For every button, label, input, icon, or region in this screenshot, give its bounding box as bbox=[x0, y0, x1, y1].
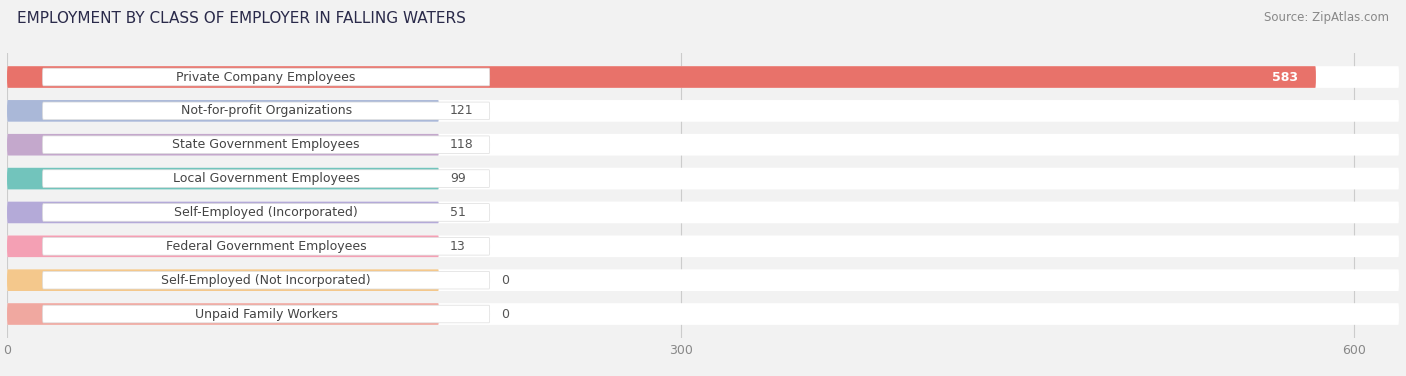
FancyBboxPatch shape bbox=[42, 204, 489, 221]
Text: 583: 583 bbox=[1272, 71, 1298, 83]
FancyBboxPatch shape bbox=[7, 100, 1399, 122]
FancyBboxPatch shape bbox=[7, 235, 439, 257]
Text: 13: 13 bbox=[450, 240, 465, 253]
Text: 0: 0 bbox=[501, 274, 509, 287]
Text: Not-for-profit Organizations: Not-for-profit Organizations bbox=[180, 105, 352, 117]
Text: 51: 51 bbox=[450, 206, 465, 219]
Text: Unpaid Family Workers: Unpaid Family Workers bbox=[194, 308, 337, 320]
FancyBboxPatch shape bbox=[7, 235, 1399, 257]
FancyBboxPatch shape bbox=[42, 271, 489, 289]
FancyBboxPatch shape bbox=[7, 269, 439, 291]
Text: Self-Employed (Not Incorporated): Self-Employed (Not Incorporated) bbox=[162, 274, 371, 287]
Text: 0: 0 bbox=[501, 308, 509, 320]
Text: 121: 121 bbox=[450, 105, 474, 117]
FancyBboxPatch shape bbox=[7, 269, 1399, 291]
FancyBboxPatch shape bbox=[7, 202, 1399, 223]
FancyBboxPatch shape bbox=[7, 134, 439, 156]
Text: Source: ZipAtlas.com: Source: ZipAtlas.com bbox=[1264, 11, 1389, 24]
FancyBboxPatch shape bbox=[7, 66, 1316, 88]
Text: Private Company Employees: Private Company Employees bbox=[176, 71, 356, 83]
FancyBboxPatch shape bbox=[7, 202, 439, 223]
FancyBboxPatch shape bbox=[42, 68, 489, 86]
Text: Federal Government Employees: Federal Government Employees bbox=[166, 240, 367, 253]
FancyBboxPatch shape bbox=[42, 136, 489, 153]
FancyBboxPatch shape bbox=[7, 303, 1399, 325]
Text: Self-Employed (Incorporated): Self-Employed (Incorporated) bbox=[174, 206, 359, 219]
FancyBboxPatch shape bbox=[42, 238, 489, 255]
FancyBboxPatch shape bbox=[7, 303, 439, 325]
Text: EMPLOYMENT BY CLASS OF EMPLOYER IN FALLING WATERS: EMPLOYMENT BY CLASS OF EMPLOYER IN FALLI… bbox=[17, 11, 465, 26]
FancyBboxPatch shape bbox=[42, 170, 489, 187]
FancyBboxPatch shape bbox=[7, 168, 1399, 190]
FancyBboxPatch shape bbox=[7, 66, 1399, 88]
Text: 99: 99 bbox=[450, 172, 465, 185]
Text: 118: 118 bbox=[450, 138, 474, 151]
Text: Local Government Employees: Local Government Employees bbox=[173, 172, 360, 185]
FancyBboxPatch shape bbox=[7, 100, 439, 122]
FancyBboxPatch shape bbox=[7, 168, 439, 190]
FancyBboxPatch shape bbox=[7, 134, 1399, 156]
FancyBboxPatch shape bbox=[42, 305, 489, 323]
FancyBboxPatch shape bbox=[42, 102, 489, 120]
Text: State Government Employees: State Government Employees bbox=[173, 138, 360, 151]
